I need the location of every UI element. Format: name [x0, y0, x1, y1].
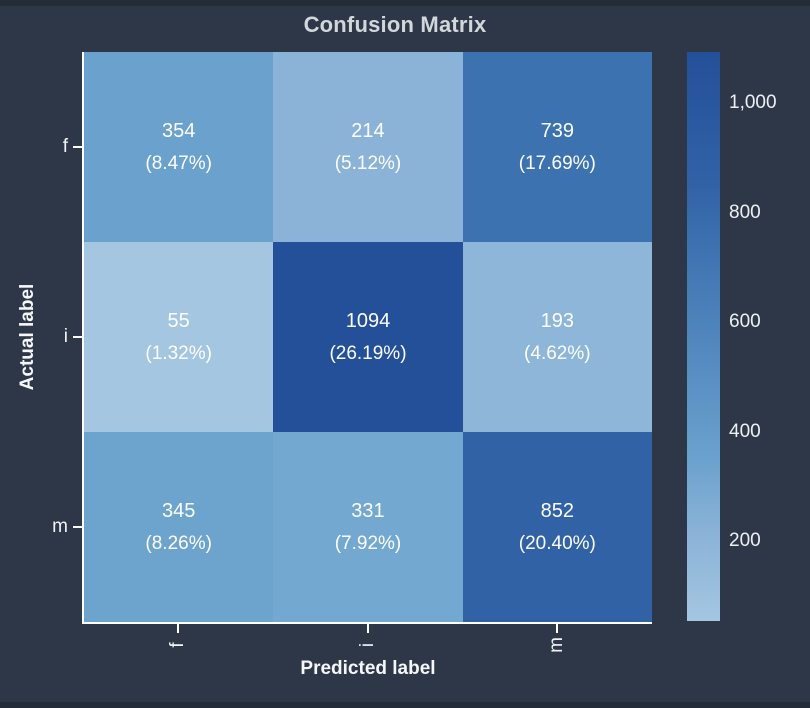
- heatmap-cell: 739 (17.69%): [462, 52, 652, 242]
- cell-value: 214: [351, 119, 385, 142]
- heatmap-cell: 1094 (26.19%): [273, 242, 463, 432]
- colorbar-tick-label: 200: [729, 530, 761, 551]
- y-tick-label: i: [63, 326, 68, 347]
- cell-value: 852: [540, 499, 574, 522]
- heatmap-cell: 55 (1.32%): [84, 242, 274, 432]
- y-tick-label: m: [52, 516, 68, 537]
- x-axis-title: Predicted label: [300, 658, 436, 679]
- cell-percent: (7.92%): [334, 532, 402, 554]
- cell-percent: (5.12%): [334, 152, 402, 174]
- x-tick-label: f: [167, 642, 188, 648]
- heatmap-cell: 852 (20.40%): [462, 432, 652, 622]
- x-axis-spine: [82, 622, 652, 624]
- heatmap-cell: 193 (4.62%): [462, 242, 652, 432]
- x-tick-label: i: [357, 642, 378, 648]
- cell-value: 1094: [345, 309, 391, 332]
- cell-value: 354: [161, 119, 196, 142]
- cell-value: 55: [167, 309, 190, 332]
- heatmap-cell: 331 (7.92%): [273, 432, 463, 622]
- cell-percent: (1.32%): [145, 342, 212, 364]
- cell-percent: (26.19%): [329, 342, 407, 364]
- x-tick-mark: [367, 624, 369, 633]
- colorbar-tick-label: 800: [729, 202, 761, 223]
- cell-percent: (17.69%): [518, 152, 596, 174]
- colorbar-gradient: [687, 52, 720, 621]
- heatmap-cell: 354 (8.47%): [84, 52, 274, 242]
- colorbar-tick-label: 400: [729, 421, 761, 442]
- heatmap-cell: 214 (5.12%): [273, 52, 463, 242]
- cell-value: 739: [540, 119, 574, 142]
- cell-value: 345: [161, 499, 196, 522]
- y-tick-mark: [73, 526, 82, 528]
- y-tick-label: f: [62, 136, 68, 157]
- x-tick-mark: [177, 624, 179, 633]
- cell-value: 193: [540, 309, 574, 332]
- y-tick-mark: [73, 336, 82, 338]
- chart-title: Confusion Matrix: [303, 12, 487, 37]
- cell-percent: (8.26%): [145, 532, 212, 554]
- window-edge-bottom: [0, 702, 810, 708]
- window-edge-top: [0, 0, 810, 6]
- colorbar-tick-label: 600: [729, 311, 761, 332]
- y-axis-spine: [82, 52, 84, 624]
- cell-percent: (8.47%): [145, 152, 212, 174]
- cell-percent: (20.40%): [518, 532, 596, 554]
- y-tick-mark: [73, 146, 82, 148]
- cell-value: 331: [351, 499, 385, 522]
- cell-percent: (4.62%): [524, 342, 591, 364]
- x-tick-label: m: [546, 637, 567, 653]
- x-tick-mark: [556, 624, 558, 633]
- heatmap-plot: 354 (8.47%) 214 (5.12%) 739 (17.69%) 55 …: [84, 52, 652, 622]
- colorbar-tick-label: 1,000: [729, 92, 777, 113]
- heatmap-cell: 345 (8.26%): [84, 432, 274, 622]
